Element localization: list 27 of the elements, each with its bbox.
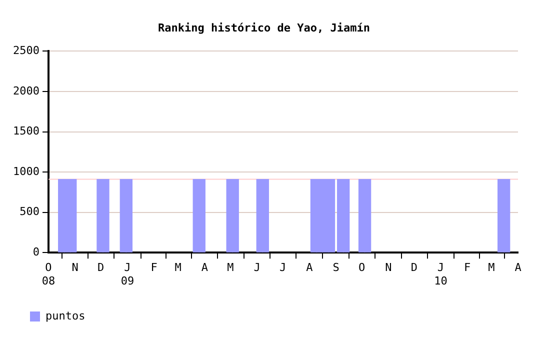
y-tick-label: 0 bbox=[32, 245, 40, 258]
x-tick-label: J bbox=[280, 261, 286, 274]
x-tick-label: M bbox=[488, 261, 496, 274]
x-tick-label: A bbox=[514, 261, 522, 274]
x-tick-label: D bbox=[98, 261, 104, 274]
x-tick-label: M bbox=[174, 261, 182, 274]
legend-label: puntos bbox=[46, 309, 86, 322]
x-tick-label: F bbox=[464, 261, 471, 274]
x-tick-label: N bbox=[385, 261, 392, 274]
x-tick-label: A bbox=[306, 261, 314, 274]
y-tick-label: 500 bbox=[20, 205, 40, 218]
x-tick-label: J 09 bbox=[120, 261, 134, 288]
x-tick-label: M bbox=[227, 261, 234, 274]
x-tick-label: N bbox=[72, 261, 78, 274]
x-tick-label: S bbox=[332, 261, 340, 274]
x-tick-label: J 10 bbox=[434, 261, 448, 288]
x-tick-label: O 08 bbox=[42, 261, 56, 288]
y-tick-label: 2000 bbox=[12, 84, 40, 98]
y-tick-label: 1500 bbox=[12, 124, 40, 138]
y-tick-label: 2500 bbox=[12, 44, 40, 58]
y-tick-label: 1000 bbox=[12, 164, 40, 178]
x-tick-label: D bbox=[410, 261, 418, 274]
x-tick-label: J bbox=[254, 261, 260, 274]
x-tick-label: O bbox=[358, 261, 366, 274]
x-tick-label: A bbox=[201, 261, 208, 274]
x-tick-label: F bbox=[150, 261, 158, 274]
chart-title: Ranking histórico de Yao, Jiamín bbox=[158, 21, 370, 34]
